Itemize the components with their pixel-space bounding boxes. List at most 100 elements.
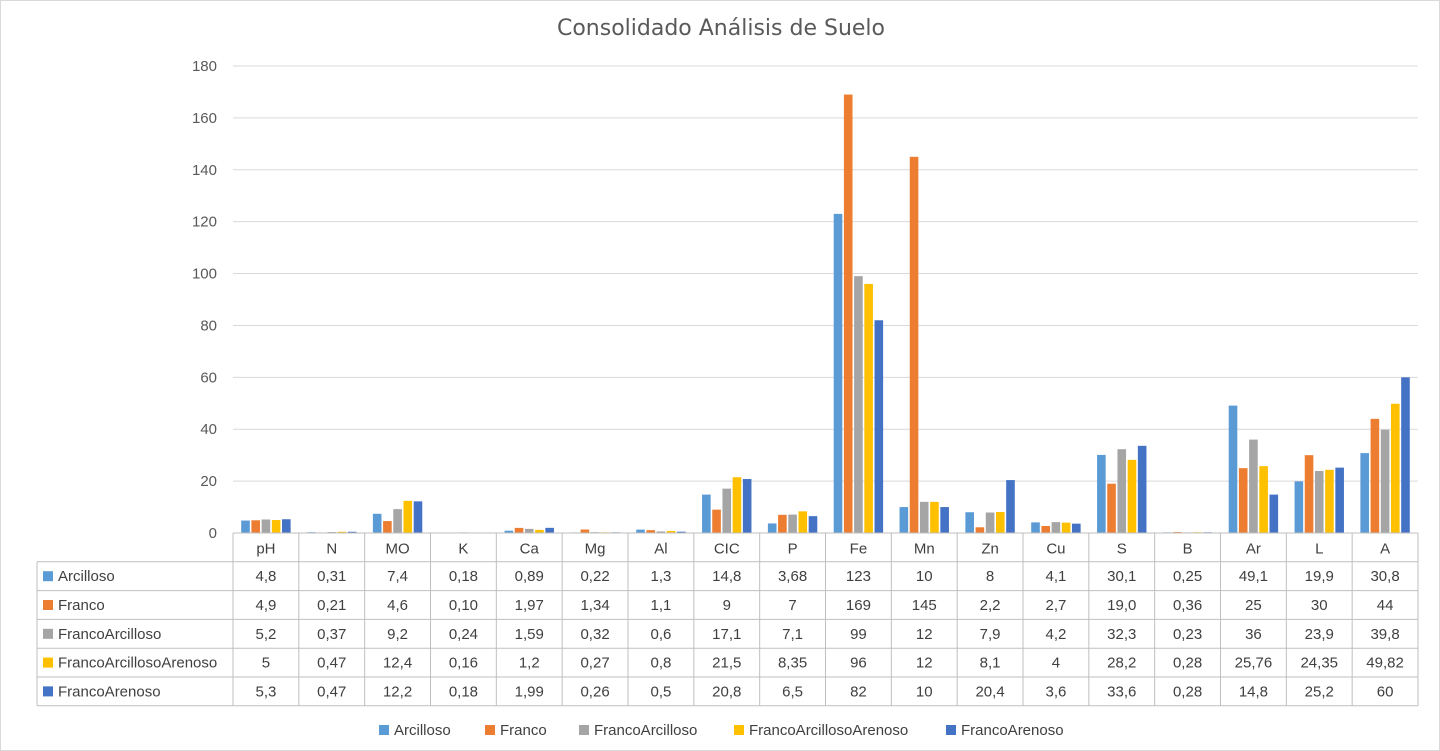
bar	[909, 156, 919, 534]
bar	[636, 529, 645, 533]
table-cell-value: 169	[846, 597, 871, 614]
table-cell-value: 30,8	[1370, 568, 1399, 585]
y-axis-tick-labels: 0 20 40 60 80 100 120 140 160 180	[192, 58, 217, 542]
table-cell-value: 0,36	[1173, 597, 1202, 614]
bar	[1325, 469, 1334, 533]
table-cell-value: 20,8	[712, 683, 741, 700]
table-cell-value: 7,9	[980, 626, 1001, 643]
row-series-name: FrancoArcilloso	[58, 626, 161, 643]
table-cell-value: 4	[1052, 655, 1060, 672]
table-cell-value: 0,26	[580, 683, 609, 700]
table-cell-value: 4,1	[1045, 568, 1066, 585]
bar	[1117, 449, 1127, 533]
bar	[1107, 483, 1116, 533]
table-cell-value: 36	[1245, 626, 1262, 643]
table-cell-value: 25	[1245, 597, 1262, 614]
table-cell-value: 9	[723, 597, 731, 614]
table-cell-value: 2,7	[1045, 597, 1066, 614]
x-category-label: B	[1183, 540, 1193, 557]
x-category-label: CIC	[714, 540, 740, 557]
x-category-label: Mg	[585, 540, 606, 557]
table-cell-value: 5	[262, 655, 270, 672]
bar	[1061, 522, 1071, 533]
table-cell-value: 0,21	[317, 597, 346, 614]
bar	[337, 531, 347, 533]
bar	[1051, 522, 1061, 533]
legend-swatch	[734, 725, 744, 735]
bar	[833, 213, 843, 533]
y-tick-label: 80	[200, 317, 217, 334]
x-category-label: Al	[654, 540, 667, 557]
bar	[864, 283, 873, 533]
bar	[514, 527, 524, 533]
x-category-label: P	[788, 540, 798, 557]
bar	[742, 479, 752, 533]
bar	[732, 477, 742, 533]
y-tick-label: 20	[200, 473, 217, 490]
bar	[383, 521, 392, 533]
table-cell-value: 2,2	[980, 597, 1001, 614]
table-cell-value: 0,18	[449, 568, 478, 585]
table-cell-value: 0,6	[650, 626, 671, 643]
table-cell-value: 3,68	[778, 568, 807, 585]
bar	[535, 529, 544, 533]
bar	[985, 512, 995, 533]
bar	[347, 531, 357, 533]
table-cell-value: 0,8	[650, 655, 671, 672]
table-cell-value: 0,28	[1173, 655, 1202, 672]
table-cell-value: 6,5	[782, 683, 803, 700]
legend-label: FrancoArenoso	[961, 722, 1064, 739]
table-cell-value: 25,76	[1235, 655, 1273, 672]
table-cell-value: 0,25	[1173, 568, 1202, 585]
y-tick-label: 100	[192, 266, 217, 283]
table-cell-value: 96	[850, 655, 867, 672]
table-cell-value: 145	[912, 597, 937, 614]
bar	[854, 276, 863, 533]
bar	[767, 523, 777, 533]
bar	[504, 530, 514, 533]
table-cell-value: 7,1	[782, 626, 803, 643]
bar	[1304, 455, 1314, 533]
x-category-label: A	[1380, 540, 1390, 557]
legend-label: FrancoArcilloso	[594, 722, 697, 739]
bar	[403, 500, 413, 533]
bar	[702, 494, 711, 533]
y-tick-label: 120	[192, 214, 217, 231]
bar	[241, 520, 250, 533]
row-legend-swatch	[43, 571, 53, 582]
x-category-label: Ca	[520, 540, 540, 557]
row-series-name: Arcilloso	[58, 568, 115, 585]
table-cell-value: 24,35	[1300, 655, 1338, 672]
table-cell-value: 10	[916, 683, 933, 700]
table-cell-value: 1,97	[515, 597, 544, 614]
table-cell-value: 3,6	[1045, 683, 1066, 700]
bar	[524, 528, 534, 533]
bar	[666, 530, 676, 533]
bar	[1041, 525, 1051, 533]
row-legend-swatch	[43, 600, 53, 610]
x-category-label: Mn	[914, 540, 935, 557]
table-cell-value: 0,89	[515, 568, 544, 585]
bar	[874, 320, 884, 533]
bar	[1335, 467, 1344, 533]
table-cell-value: 0,37	[317, 626, 346, 643]
bar	[1370, 418, 1380, 533]
table-cell-value: 0,31	[317, 568, 346, 585]
table-cell-value: 39,8	[1370, 626, 1399, 643]
table-cell-value: 1,2	[519, 655, 540, 672]
bar	[965, 512, 974, 533]
bar	[1006, 480, 1015, 533]
legend: Arcilloso Franco FrancoArcilloso FrancoArci…	[379, 722, 1064, 739]
table-cell-value: 0,47	[317, 655, 346, 672]
table-cell-value: 8,1	[980, 655, 1001, 672]
bar	[1127, 459, 1137, 533]
table-cell-value: 20,4	[975, 683, 1004, 700]
table-cell-value: 33,6	[1107, 683, 1136, 700]
table-cell-value: 1,3	[650, 568, 671, 585]
table-cell-value: 30	[1311, 597, 1328, 614]
row-series-name: FrancoArcillosoArenoso	[58, 655, 217, 672]
table-cell-value: 5,3	[255, 683, 276, 700]
table-cell-value: 1,34	[580, 597, 609, 614]
x-category-label: K	[458, 540, 468, 557]
